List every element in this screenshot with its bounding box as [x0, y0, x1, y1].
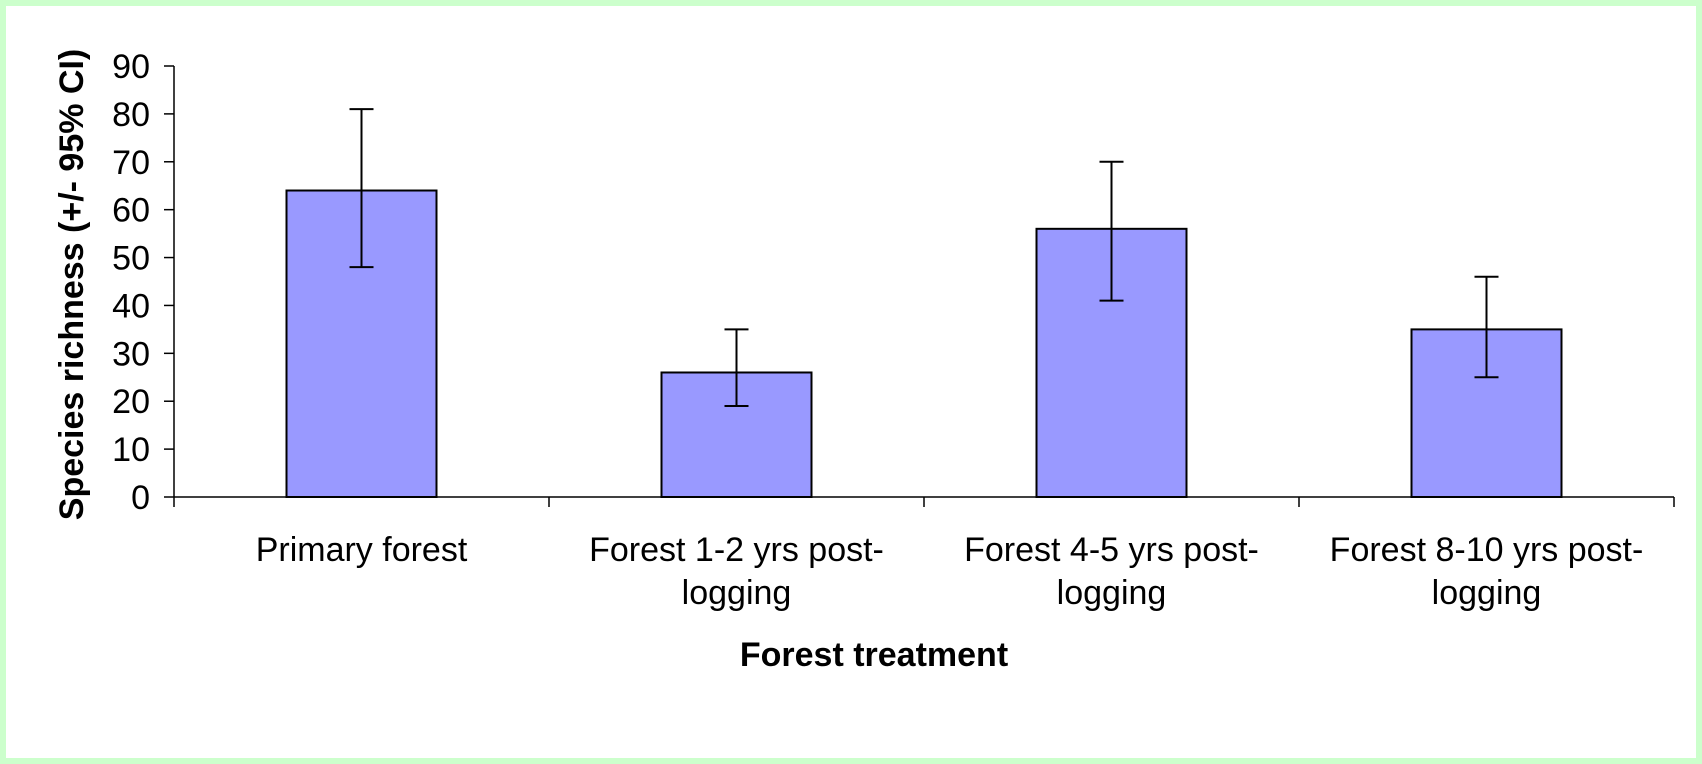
bar-chart: 0 10 20 30 40 50 60 70 80 90 Primary forest Forest…: [53, 48, 1675, 674]
x-axis-title: Forest treatment: [740, 636, 1008, 674]
y-tick-label: 10: [112, 431, 150, 469]
x-category-label: Forest 4-5 yrs post-logging: [964, 531, 1259, 612]
y-tick-label: 70: [112, 144, 150, 182]
x-category-label: Forest 8-10 yrs post-logging: [1330, 531, 1644, 612]
y-axis-title: Species richness (+/- 95% CI): [53, 49, 91, 520]
x-category-label: Primary forest: [256, 531, 468, 569]
y-ticks: 0 10 20 30 40 50 60 70 80 90: [112, 48, 1675, 517]
error-bars-layer: [349, 108, 1499, 408]
error-bar: [1099, 160, 1124, 302]
y-tick-label: 50: [112, 240, 150, 278]
chart-frame: 0 10 20 30 40 50 60 70 80 90 Primary forest Forest…: [6, 6, 1696, 758]
x-category-label: Forest 1-2 yrs post-logging: [589, 531, 884, 612]
y-tick-label: 90: [112, 48, 150, 86]
y-tick-label: 40: [112, 287, 150, 325]
y-tick-label: 30: [112, 335, 150, 373]
bars-layer: [285, 189, 1563, 498]
error-bar: [349, 108, 374, 269]
error-bar: [724, 328, 749, 408]
error-bar: [1474, 275, 1499, 379]
y-tick-label: 0: [131, 479, 150, 517]
y-tick-label: 80: [112, 96, 150, 134]
y-tick-label: 60: [112, 192, 150, 230]
y-tick-label: 20: [112, 383, 150, 421]
x-category-labels: Primary forest Forest 1-2 yrs post-loggin…: [256, 531, 1644, 612]
